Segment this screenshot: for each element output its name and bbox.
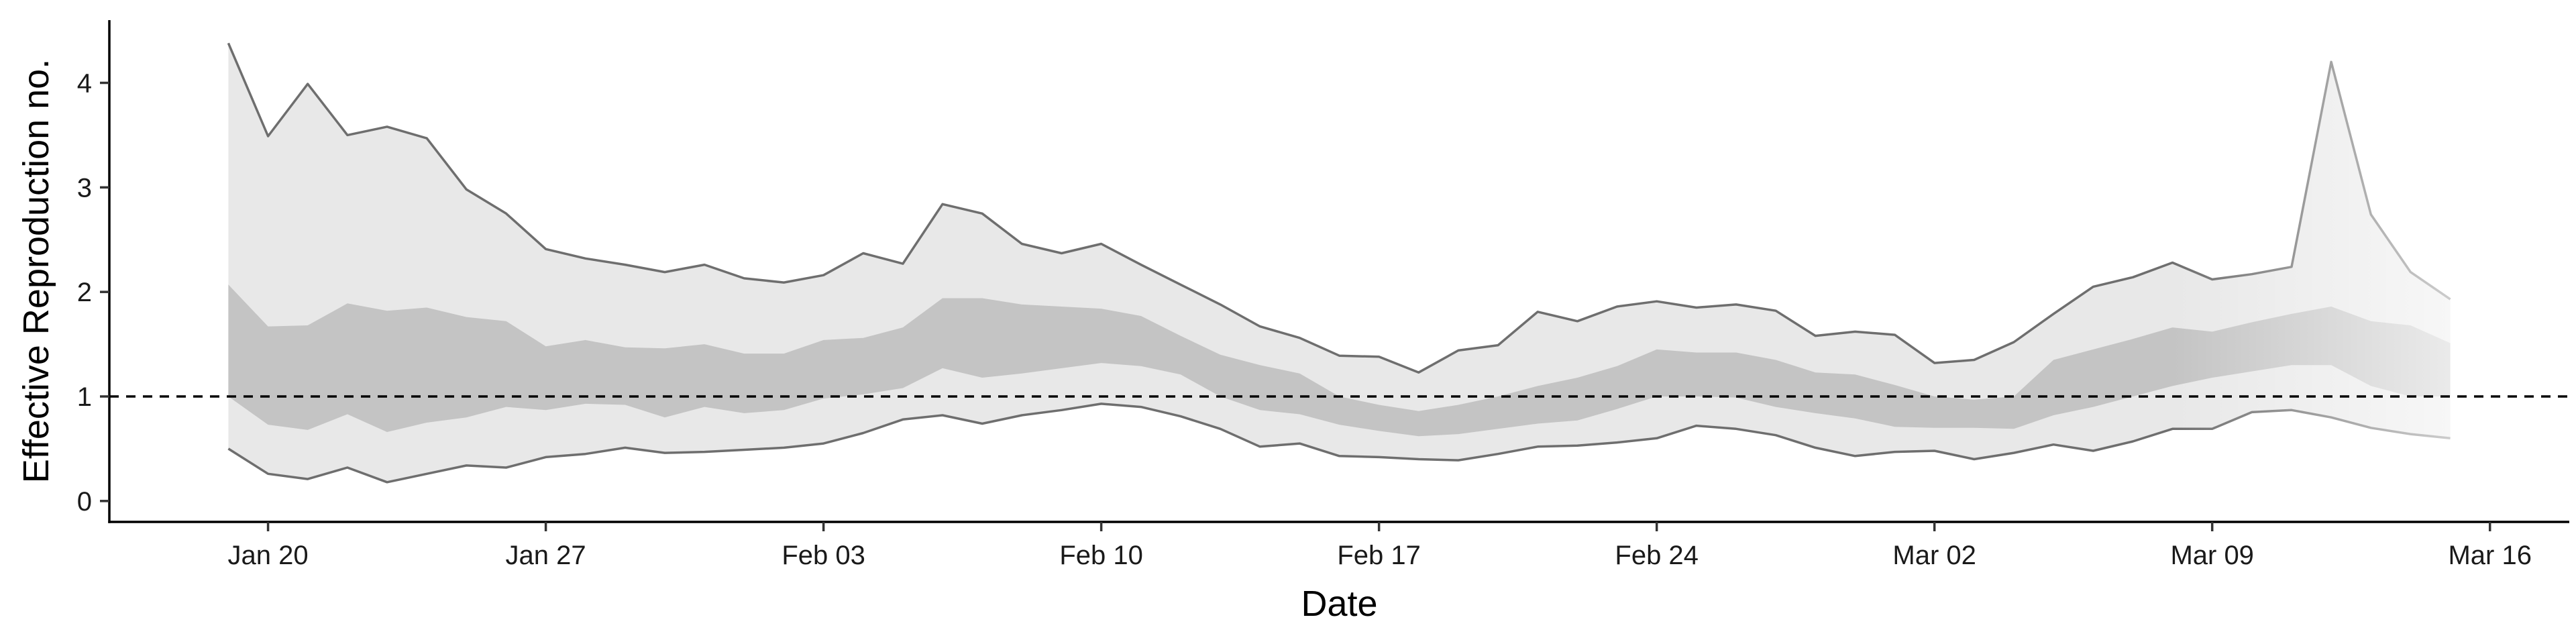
x-tick-label: Mar 02 [1892, 541, 1976, 570]
x-tick-label: Mar 16 [2448, 541, 2532, 570]
projection-fade-overlay [109, 20, 2569, 522]
x-axis-title: Date [1301, 584, 1377, 624]
plot-area [109, 20, 2569, 522]
y-tick-label: 3 [77, 173, 92, 203]
x-tick-label: Mar 09 [2170, 541, 2254, 570]
x-tick-label: Feb 03 [782, 541, 865, 570]
y-axis-title: Effective Reproduction no. [16, 59, 56, 483]
x-axis-ticks: Jan 20 Jan 27 Feb 03 Feb 10 Feb 17 Feb 24 Mar … [228, 522, 2532, 570]
y-tick-label: 1 [77, 382, 92, 412]
y-tick-label: 0 [77, 487, 92, 517]
axes: 0 1 2 3 4 Jan 20 Jan 27 Feb 03 Feb 10 Feb 17 Feb … [77, 20, 2569, 570]
x-tick-label: Feb 17 [1337, 541, 1421, 570]
x-tick-label: Feb 24 [1615, 541, 1699, 570]
x-tick-label: Jan 27 [506, 541, 586, 570]
y-tick-label: 2 [77, 278, 92, 307]
x-tick-label: Jan 20 [228, 541, 309, 570]
x-tick-label: Feb 10 [1059, 541, 1143, 570]
y-axis-ticks: 0 1 2 3 4 [77, 69, 109, 517]
y-tick-label: 4 [77, 69, 92, 99]
